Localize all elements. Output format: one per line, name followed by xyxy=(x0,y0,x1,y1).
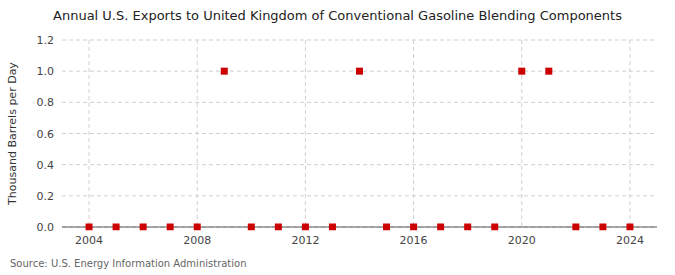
x-axis-line xyxy=(62,227,657,228)
x-grid-line xyxy=(629,40,630,227)
source: Source: U.S. Energy Information Administ… xyxy=(10,258,247,269)
y-tick-label: 0.8 xyxy=(37,96,55,109)
y-tick-label: 0.0 xyxy=(37,221,55,234)
point xyxy=(221,68,228,75)
x-tick-label: 2024 xyxy=(616,234,644,247)
point xyxy=(329,224,336,231)
chart: Annual U.S. Exports to United Kingdom of… xyxy=(0,0,675,275)
y-tick-label: 0.2 xyxy=(37,190,55,203)
x-tick-label: 2012 xyxy=(291,234,319,247)
point xyxy=(275,224,282,231)
point xyxy=(599,224,606,231)
point xyxy=(302,224,309,231)
point xyxy=(383,224,390,231)
point xyxy=(248,224,255,231)
y-tick-label: 0.4 xyxy=(37,159,55,172)
point xyxy=(464,224,471,231)
point xyxy=(437,224,444,231)
title: Annual U.S. Exports to United Kingdom of… xyxy=(53,8,622,23)
y-grid-line xyxy=(62,102,657,103)
point xyxy=(86,224,93,231)
point xyxy=(572,224,579,231)
point xyxy=(356,68,363,75)
point xyxy=(113,224,120,231)
point xyxy=(518,68,525,75)
x-tick-label: 2016 xyxy=(400,234,428,247)
x-tick-label: 2008 xyxy=(183,234,211,247)
x-grid-line xyxy=(305,40,306,227)
point xyxy=(410,224,417,231)
x-tick-label: 2020 xyxy=(508,234,536,247)
y-tick-label: 1.0 xyxy=(37,65,55,78)
grid xyxy=(62,40,657,227)
point xyxy=(545,68,552,75)
y-tick-label: 1.2 xyxy=(37,34,55,47)
x-tick-label: 2004 xyxy=(75,234,103,247)
y-grid-line xyxy=(62,195,657,196)
y-grid-line xyxy=(62,164,657,165)
y-grid-line xyxy=(62,227,657,228)
background xyxy=(0,0,675,275)
points xyxy=(86,68,634,231)
x-grid-line xyxy=(89,40,90,227)
point xyxy=(491,224,498,231)
point xyxy=(626,224,633,231)
y-axis-label: Thousand Barrels per Day xyxy=(6,62,19,206)
x-grid-line xyxy=(197,40,198,227)
y-grid-line xyxy=(62,40,657,41)
x-grid-line xyxy=(413,40,414,227)
point xyxy=(140,224,147,231)
y-tick-label: 0.6 xyxy=(37,128,55,141)
point xyxy=(167,224,174,231)
point xyxy=(194,224,201,231)
y-grid-line xyxy=(62,133,657,134)
